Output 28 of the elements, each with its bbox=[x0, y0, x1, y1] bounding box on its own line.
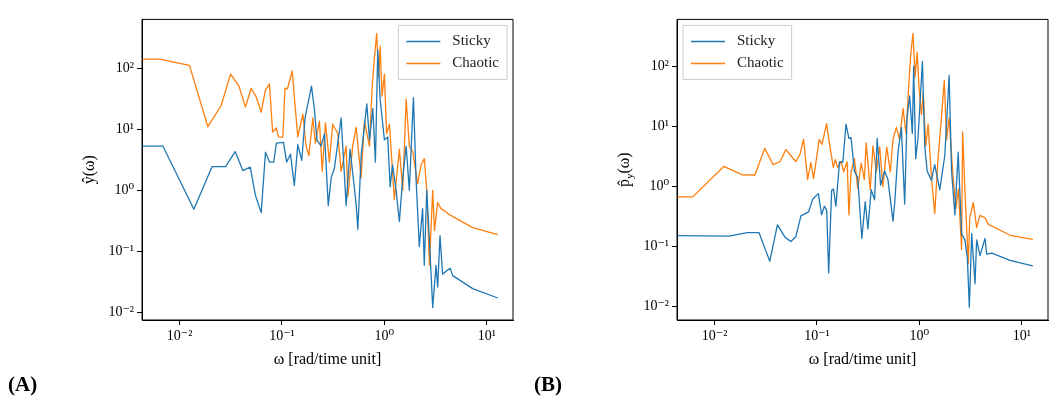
x-tick-label: 10¹ bbox=[477, 328, 496, 344]
y-axis-title: p̂y(ω) bbox=[615, 152, 635, 188]
y-tick-label: 10¹ bbox=[115, 120, 134, 136]
legend-label: Chaotic bbox=[737, 54, 784, 71]
legend-label: Chaotic bbox=[452, 54, 500, 71]
y-tick-label: 10⁻¹ bbox=[643, 238, 669, 254]
y-tick-label: 10⁻¹ bbox=[108, 243, 134, 258]
y-axis-title: ŷ(ω) bbox=[80, 155, 98, 185]
text: (B) bbox=[534, 372, 562, 397]
x-tick-label: 10⁻² bbox=[166, 328, 193, 344]
y-tick-label: 10⁻² bbox=[108, 304, 134, 320]
x-tick-label: 10¹ bbox=[1012, 328, 1031, 344]
x-tick-label: 10⁻² bbox=[701, 328, 728, 344]
text: (A) bbox=[8, 372, 38, 397]
legend-label: Sticky bbox=[452, 32, 492, 49]
y-tick-label: 10⁰ bbox=[649, 178, 670, 194]
y-tick-label: 10² bbox=[650, 57, 669, 73]
y-tick-label: 10⁰ bbox=[114, 181, 135, 197]
x-axis-title: ω [rad/time unit] bbox=[273, 349, 382, 367]
x-tick-label: 10⁻¹ bbox=[269, 328, 295, 344]
x-axis-title: ω [rad/time unit] bbox=[808, 349, 917, 367]
legend-label: Sticky bbox=[737, 32, 776, 49]
y-tick-label: 10¹ bbox=[650, 117, 669, 133]
x-tick-label: 10⁰ bbox=[909, 328, 930, 344]
x-tick-label: 10⁻¹ bbox=[804, 328, 830, 344]
x-tick-label: 10⁰ bbox=[374, 328, 395, 344]
y-tick-label: 10⁻² bbox=[643, 298, 669, 314]
y-tick-label: 10² bbox=[115, 59, 134, 75]
